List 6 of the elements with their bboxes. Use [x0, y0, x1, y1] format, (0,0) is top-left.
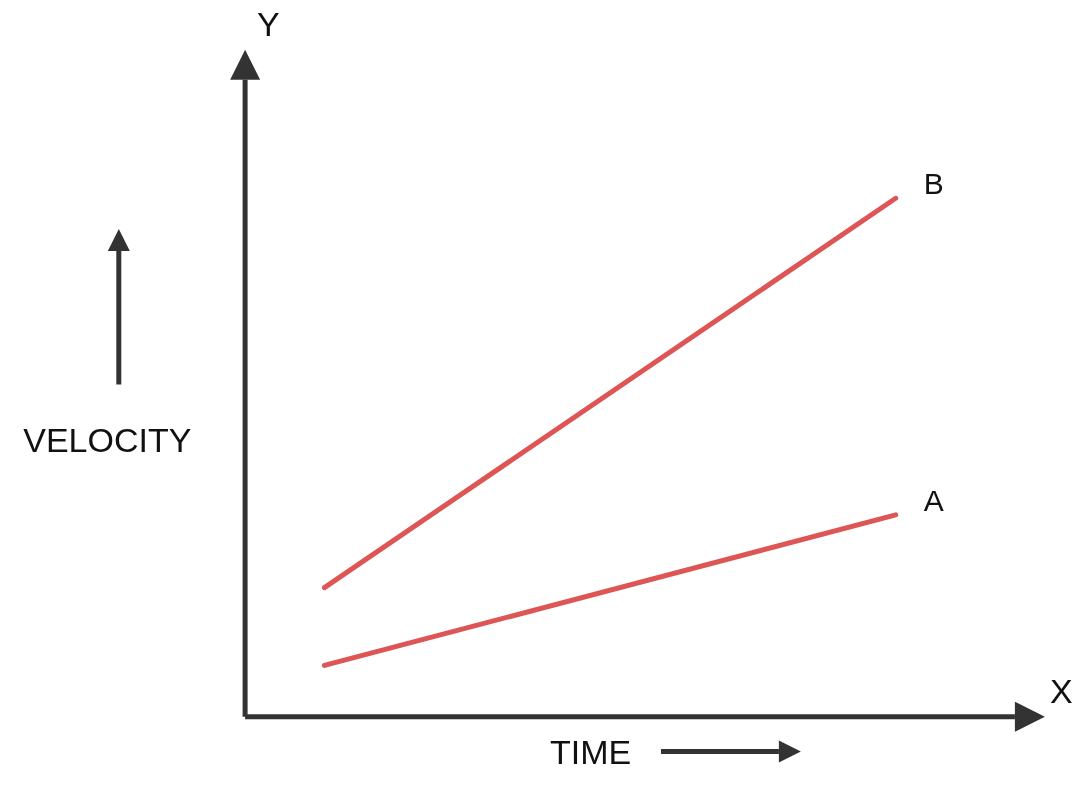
text: X	[1050, 671, 1073, 710]
x-axis-title: TIME	[550, 733, 632, 772]
text: Y	[257, 4, 280, 43]
y-axis-title: VELOCITY	[23, 421, 192, 460]
series-label: A	[923, 483, 944, 517]
series-label: B	[923, 167, 944, 201]
